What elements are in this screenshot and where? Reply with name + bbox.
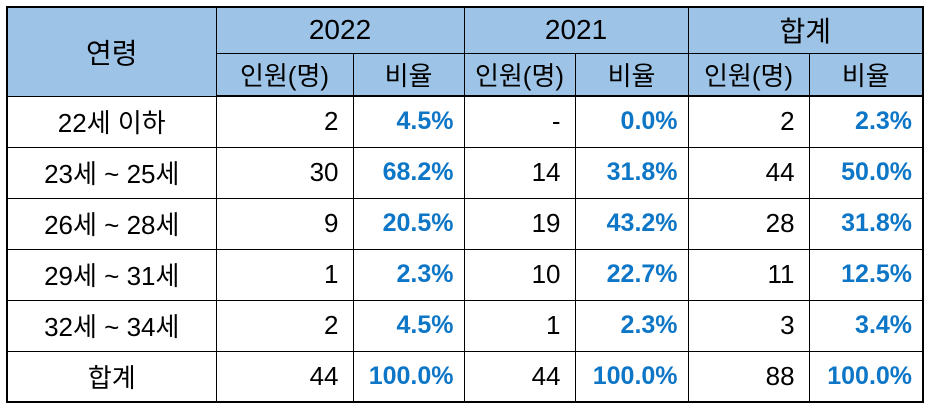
ratio-cell: 2.3% [574, 299, 689, 352]
header-row-years: 연령 2022 2021 합계 [6, 6, 924, 97]
year-header-2021: 2021 [463, 6, 689, 54]
ratio-cell: 0.0% [574, 95, 689, 148]
ratio-cell: 68.2% [352, 146, 465, 199]
count-cell: 3 [687, 299, 810, 352]
row-label: 29세 ~ 31세 [6, 248, 217, 301]
row-label: 32세 ~ 34세 [6, 299, 217, 352]
table-row: 29세 ~ 31세 1 2.3% 10 22.7% 11 12.5% [6, 248, 924, 301]
header-row-measures: 인원(명) 비율 인원(명) 비율 인원(명) 비율 [7, 52, 924, 97]
table-row: 22세 이하 2 4.5% - 0.0% 2 2.3% [6, 95, 924, 148]
subheader-2022-ratio: 비율 [352, 52, 465, 97]
count-cell: - [463, 95, 576, 148]
count-cell: 9 [215, 197, 354, 250]
year-header-2022: 2022 [215, 6, 465, 54]
row-label-total: 합계 [6, 350, 217, 403]
count-cell: 1 [215, 248, 354, 301]
count-cell: 11 [687, 248, 810, 301]
ratio-cell: 31.8% [574, 146, 689, 199]
row-label: 23세 ~ 25세 [6, 146, 217, 199]
age-distribution-table: 연령 2022 2021 합계 인원(명) 비율 인원(명) 비율 인원(명) … [6, 6, 925, 403]
ratio-cell: 4.5% [352, 299, 465, 352]
subheader-total-ratio: 비율 [808, 52, 924, 97]
count-cell: 2 [215, 95, 354, 148]
row-label: 26세 ~ 28세 [6, 197, 217, 250]
count-cell: 14 [463, 146, 576, 199]
count-cell: 44 [687, 146, 810, 199]
table-row: 26세 ~ 28세 9 20.5% 19 43.2% 28 31.8% [6, 197, 924, 250]
count-cell: 30 [215, 146, 354, 199]
count-cell: 2 [687, 95, 810, 148]
count-cell: 19 [463, 197, 576, 250]
row-label: 22세 이하 [6, 95, 217, 148]
ratio-cell: 100.0% [808, 350, 924, 403]
subheader-total-count: 인원(명) [687, 52, 810, 97]
ratio-cell: 22.7% [574, 248, 689, 301]
count-cell: 88 [687, 350, 810, 403]
ratio-cell: 4.5% [352, 95, 465, 148]
ratio-cell: 2.3% [352, 248, 465, 301]
subheader-2021-ratio: 비율 [574, 52, 689, 97]
table-row: 32세 ~ 34세 2 4.5% 1 2.3% 3 3.4% [6, 299, 924, 352]
ratio-cell: 100.0% [574, 350, 689, 403]
count-cell: 2 [215, 299, 354, 352]
ratio-cell: 31.8% [808, 197, 924, 250]
table-row-total: 합계 44 100.0% 44 100.0% 88 100.0% [6, 350, 924, 403]
ratio-cell: 12.5% [808, 248, 924, 301]
count-cell: 1 [463, 299, 576, 352]
ratio-cell: 100.0% [352, 350, 465, 403]
subheader-2021-count: 인원(명) [463, 52, 576, 97]
ratio-cell: 43.2% [574, 197, 689, 250]
count-cell: 28 [687, 197, 810, 250]
ratio-cell: 20.5% [352, 197, 465, 250]
corner-header-age: 연령 [6, 6, 217, 97]
count-cell: 44 [215, 350, 354, 403]
ratio-cell: 3.4% [808, 299, 924, 352]
year-header-total: 합계 [687, 6, 924, 54]
count-cell: 44 [463, 350, 576, 403]
ratio-cell: 50.0% [808, 146, 924, 199]
subheader-2022-count: 인원(명) [215, 52, 354, 97]
ratio-cell: 2.3% [808, 95, 924, 148]
table-row: 23세 ~ 25세 30 68.2% 14 31.8% 44 50.0% [6, 146, 924, 199]
count-cell: 10 [463, 248, 576, 301]
